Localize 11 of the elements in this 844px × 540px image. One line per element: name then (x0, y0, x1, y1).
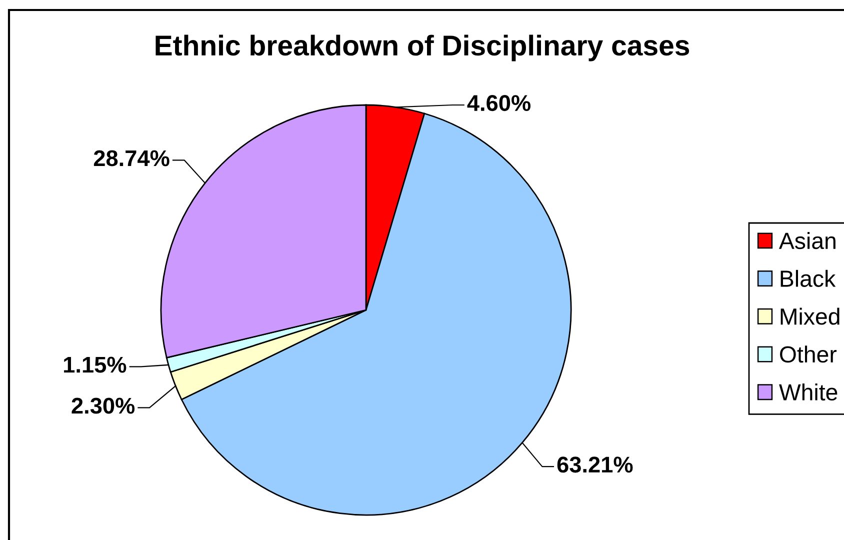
legend-label: Mixed (780, 308, 840, 325)
legend-label: Black (780, 270, 836, 287)
data-label: 1.15% (64, 356, 126, 373)
data-label: 2.30% (72, 398, 135, 414)
legend-label: Asian (778, 232, 836, 250)
legend-label: White (779, 383, 838, 401)
data-label: 4.60% (467, 95, 531, 112)
data-label: 63.21% (557, 456, 633, 473)
legend-label: Other (780, 346, 837, 363)
data-label: 28.74% (94, 150, 170, 166)
chart-title: Ethnic breakdown of Disciplinary cases (156, 34, 690, 62)
